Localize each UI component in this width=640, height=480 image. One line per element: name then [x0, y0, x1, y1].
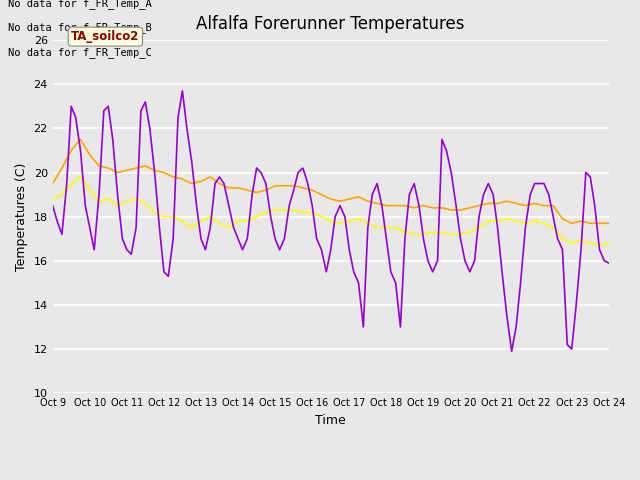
Y-axis label: Temperatures (C): Temperatures (C) [15, 162, 28, 271]
Text: No data for f_FR_Temp_C: No data for f_FR_Temp_C [8, 47, 152, 58]
Legend: Ref_SoilT_3, Ref_SoilT_2, Ref_SoilT_1: Ref_SoilT_3, Ref_SoilT_2, Ref_SoilT_1 [148, 477, 514, 480]
Text: TA_soilco2: TA_soilco2 [71, 30, 140, 43]
Text: No data for f_FR_Temp_B: No data for f_FR_Temp_B [8, 23, 152, 34]
Text: No data for f_FR_Temp_A: No data for f_FR_Temp_A [8, 0, 152, 9]
Title: Alfalfa Forerunner Temperatures: Alfalfa Forerunner Temperatures [196, 15, 465, 33]
X-axis label: Time: Time [316, 414, 346, 427]
